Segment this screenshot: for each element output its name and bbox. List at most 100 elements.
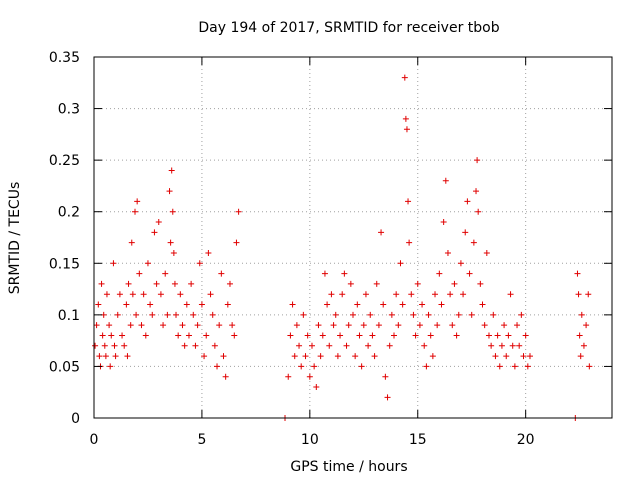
- data-point: [321, 270, 328, 277]
- data-point: [524, 363, 531, 370]
- data-point: [416, 322, 423, 329]
- data-point: [434, 322, 441, 329]
- data-point: [354, 301, 361, 308]
- data-point: [233, 239, 240, 246]
- data-point: [337, 332, 344, 339]
- data-point: [160, 322, 167, 329]
- data-point: [169, 208, 176, 215]
- data-point: [218, 270, 225, 277]
- data-point: [133, 311, 140, 318]
- data-point: [304, 332, 311, 339]
- data-point: [578, 311, 585, 318]
- data-point: [103, 291, 110, 298]
- data-point: [151, 229, 158, 236]
- data-point: [106, 322, 113, 329]
- data-point: [229, 322, 236, 329]
- data-point: [211, 342, 218, 349]
- data-point: [93, 322, 100, 329]
- data-point: [367, 311, 374, 318]
- data-point: [505, 332, 512, 339]
- data-point: [127, 322, 134, 329]
- data-point: [101, 342, 108, 349]
- data-point: [300, 311, 307, 318]
- data-point: [296, 342, 303, 349]
- data-point: [522, 332, 529, 339]
- data-point: [315, 322, 322, 329]
- data-point: [107, 363, 114, 370]
- data-point: [285, 373, 292, 380]
- data-point: [128, 239, 135, 246]
- data-point: [475, 208, 482, 215]
- data-point: [209, 311, 216, 318]
- y-tick-label: 0.25: [49, 153, 80, 169]
- y-tick-label: 0.3: [58, 102, 80, 118]
- data-point: [485, 332, 492, 339]
- data-point: [414, 280, 421, 287]
- data-point: [375, 322, 382, 329]
- data-point: [96, 353, 103, 360]
- data-point: [207, 291, 214, 298]
- data-point: [352, 353, 359, 360]
- data-point: [289, 301, 296, 308]
- data-point: [371, 353, 378, 360]
- data-point: [462, 229, 469, 236]
- axis-ticks: 0 0.05 0.1 0.15 0.2 0.25 0.3 0.35 0 5 10 15 20: [49, 50, 612, 448]
- data-point: [369, 332, 376, 339]
- x-tick-label: 10: [301, 432, 319, 448]
- data-point: [181, 342, 188, 349]
- grid: [94, 57, 612, 418]
- data-point: [408, 291, 415, 298]
- data-point: [436, 270, 443, 277]
- data-point: [347, 280, 354, 287]
- data-point: [324, 301, 331, 308]
- data-point: [350, 311, 356, 318]
- x-tick-label: 0: [90, 432, 99, 448]
- data-point: [287, 332, 294, 339]
- data-point: [580, 342, 587, 349]
- data-point: [136, 270, 143, 277]
- y-tick-label: 0.1: [58, 308, 80, 324]
- data-point: [395, 322, 402, 329]
- data-point: [166, 188, 173, 195]
- data-point: [365, 342, 372, 349]
- data-point: [114, 311, 121, 318]
- data-point: [488, 342, 495, 349]
- data-point: [112, 353, 119, 360]
- data-point: [196, 260, 203, 267]
- data-point: [388, 311, 395, 318]
- data-point: [222, 373, 229, 380]
- data-point: [123, 301, 130, 308]
- data-point: [168, 167, 175, 174]
- data-point: [402, 115, 409, 122]
- data-point: [343, 342, 350, 349]
- data-point: [214, 363, 221, 370]
- data-point: [308, 342, 315, 349]
- data-point: [575, 291, 582, 298]
- data-point: [429, 353, 436, 360]
- y-tick-label: 0.05: [49, 359, 80, 375]
- data-point: [382, 373, 389, 380]
- data-point: [380, 301, 387, 308]
- data-point: [153, 280, 160, 287]
- data-point: [194, 322, 201, 329]
- data-point: [317, 353, 324, 360]
- data-point: [586, 363, 593, 370]
- data-point: [224, 301, 231, 308]
- data-point: [474, 157, 481, 164]
- data-point: [473, 188, 480, 195]
- data-point: [179, 322, 186, 329]
- data-point: [121, 342, 128, 349]
- data-point: [332, 311, 339, 318]
- data-point: [451, 280, 458, 287]
- data-point: [496, 363, 503, 370]
- data-point: [432, 291, 439, 298]
- data-point: [498, 342, 505, 349]
- x-axis-label: GPS time / hours: [290, 459, 407, 475]
- data-point: [442, 177, 449, 184]
- data-point: [470, 239, 477, 246]
- data-point: [298, 363, 305, 370]
- y-tick-label: 0: [71, 411, 80, 427]
- data-point: [583, 322, 590, 329]
- data-point: [177, 291, 184, 298]
- data-point: [140, 291, 147, 298]
